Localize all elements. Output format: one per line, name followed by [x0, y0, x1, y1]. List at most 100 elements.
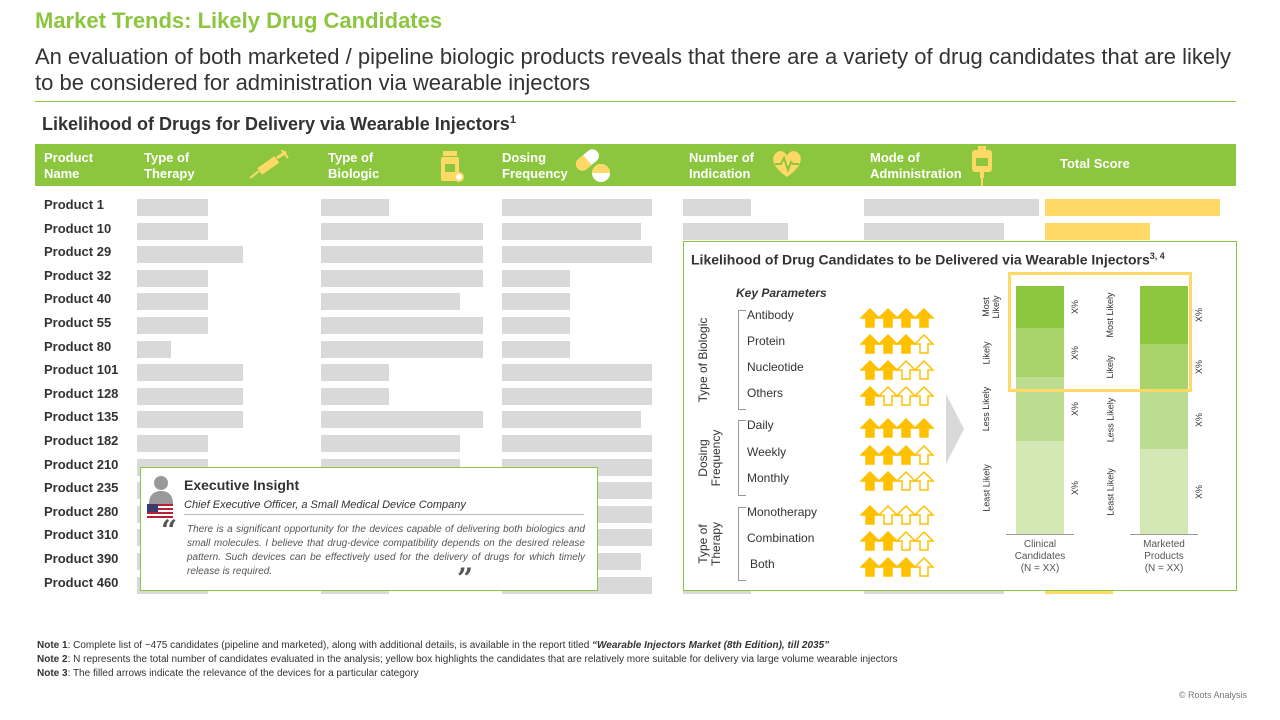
likelihood-segment-less	[1016, 377, 1064, 441]
placeholder-bar	[864, 222, 1004, 240]
up-arrow-icon	[860, 307, 881, 328]
up-arrow-icon	[877, 556, 899, 577]
relevance-arrows	[860, 556, 935, 577]
up-arrow-icon	[877, 385, 899, 406]
panel-title-text: Likelihood of Drug Candidates to be Deli…	[691, 251, 1150, 268]
header-type-of-therapy: Type of Therapy	[144, 150, 195, 181]
up-arrow-icon	[895, 556, 917, 577]
placeholder-bar	[321, 222, 483, 240]
placeholder-bar	[321, 199, 389, 216]
likelihood-label-least: Least Likely	[1105, 467, 1115, 516]
parameter-group-label: Type of Biologic	[696, 317, 710, 403]
key-parameters-title: Key Parameters	[736, 286, 827, 300]
up-arrow-icon	[860, 504, 881, 525]
pills-icon	[575, 149, 610, 182]
likelihood-label-less: Less Likely	[1105, 397, 1115, 442]
note-3-text: : The filled arrows indicate the relevan…	[67, 668, 419, 679]
likelihood-segment-less	[1140, 390, 1188, 449]
likelihood-label-less: Less Likely	[981, 386, 991, 432]
product-name: Product 210	[44, 456, 119, 472]
up-arrow-icon	[877, 333, 899, 354]
placeholder-bar	[321, 293, 460, 311]
section-title-sup: 1	[509, 114, 516, 126]
page-title: Market Trends: Likely Drug Candidates	[35, 8, 443, 33]
note-1-report: “Wearable Injectors Market (8th Edition)…	[592, 640, 830, 651]
up-arrow-icon	[860, 444, 881, 465]
up-arrow-icon	[913, 504, 935, 525]
up-arrow-icon	[913, 307, 935, 328]
up-arrow-icon	[860, 359, 881, 380]
placeholder-bar	[137, 317, 208, 334]
person-icon	[149, 476, 173, 504]
placeholder-bar	[864, 199, 1039, 216]
up-arrow-icon	[877, 307, 899, 328]
up-arrow-icon	[913, 385, 935, 406]
likelihood-segment-likely	[1016, 328, 1064, 377]
placeholder-bar	[321, 435, 460, 452]
product-name: Product 1	[44, 197, 104, 212]
parameter-group-label: Type of Therapy	[696, 521, 723, 567]
placeholder-bar	[137, 199, 208, 216]
likelihood-segment-most	[1016, 286, 1064, 328]
parameter-label: Both	[750, 557, 775, 571]
likelihood-segment-least	[1016, 441, 1064, 534]
likelihood-segment-least	[1140, 449, 1188, 534]
placeholder-bar	[137, 222, 208, 240]
up-arrow-icon	[895, 307, 917, 328]
parameter-group-bracket	[738, 507, 746, 581]
up-arrow-icon	[877, 359, 899, 380]
placeholder-bar	[137, 435, 208, 452]
product-name: Product 80	[44, 338, 112, 354]
marketed-caption: Marketed Products (N = XX)	[1124, 539, 1204, 575]
highlight-box	[1008, 272, 1192, 392]
up-arrow-icon	[895, 470, 917, 491]
placeholder-bar	[321, 340, 483, 358]
parameter-label: Monthly	[747, 471, 790, 485]
placeholder-bar	[137, 293, 208, 311]
relevance-arrows	[860, 444, 935, 465]
chevron-right-icon	[946, 394, 964, 464]
up-arrow-icon	[860, 385, 881, 406]
placeholder-bar	[321, 246, 483, 264]
placeholder-bar	[137, 246, 243, 264]
parameter-label: Daily	[747, 418, 774, 432]
placeholder-bar	[502, 317, 570, 334]
up-arrow-icon	[895, 417, 917, 438]
placeholder-bar	[502, 199, 652, 216]
up-arrow-icon	[913, 556, 935, 577]
product-name: Product 40	[44, 291, 112, 307]
parameter-label: Antibody	[747, 308, 794, 322]
up-arrow-icon	[877, 417, 899, 438]
placeholder-bar	[137, 387, 243, 405]
placeholder-bar	[321, 364, 389, 382]
likelihood-panel: Likelihood of Drug Candidates to be Deli…	[683, 241, 1237, 591]
placeholder-bar	[321, 411, 483, 429]
marketed-n: (N = XX)	[1144, 563, 1184, 574]
panel-title-sup: 3, 4	[1149, 251, 1165, 261]
parameter-label: Weekly	[747, 444, 787, 459]
score-bar	[1045, 222, 1150, 240]
up-arrow-icon	[877, 470, 899, 491]
note-3-label: Note 3	[37, 668, 68, 679]
parameter-group-bracket	[738, 420, 746, 496]
executive-insight-box: Executive Insight Chief Executive Office…	[140, 467, 598, 595]
relevance-arrows	[860, 307, 935, 328]
up-arrow-icon	[895, 359, 917, 380]
up-arrow-icon	[860, 530, 881, 551]
product-name: Product 101	[44, 362, 119, 378]
header-number-of-indication: Number of Indication	[689, 150, 754, 181]
placeholder-bar	[137, 269, 208, 287]
relevance-arrows	[860, 504, 935, 525]
up-arrow-icon	[877, 504, 899, 525]
title-divider	[35, 101, 1236, 102]
placeholder-bar	[137, 411, 243, 429]
note-2-label: Note 2	[37, 654, 68, 665]
up-arrow-icon	[895, 504, 917, 525]
up-arrow-icon	[860, 556, 881, 577]
header-total-score: Total Score	[1060, 156, 1130, 171]
value-label: X%	[1194, 307, 1205, 323]
footnotes: Note 1: Complete list of ~475 candidates…	[37, 639, 897, 681]
insight-divider	[184, 514, 584, 515]
relevance-arrows	[860, 470, 935, 491]
product-name: Product 182	[44, 433, 119, 448]
